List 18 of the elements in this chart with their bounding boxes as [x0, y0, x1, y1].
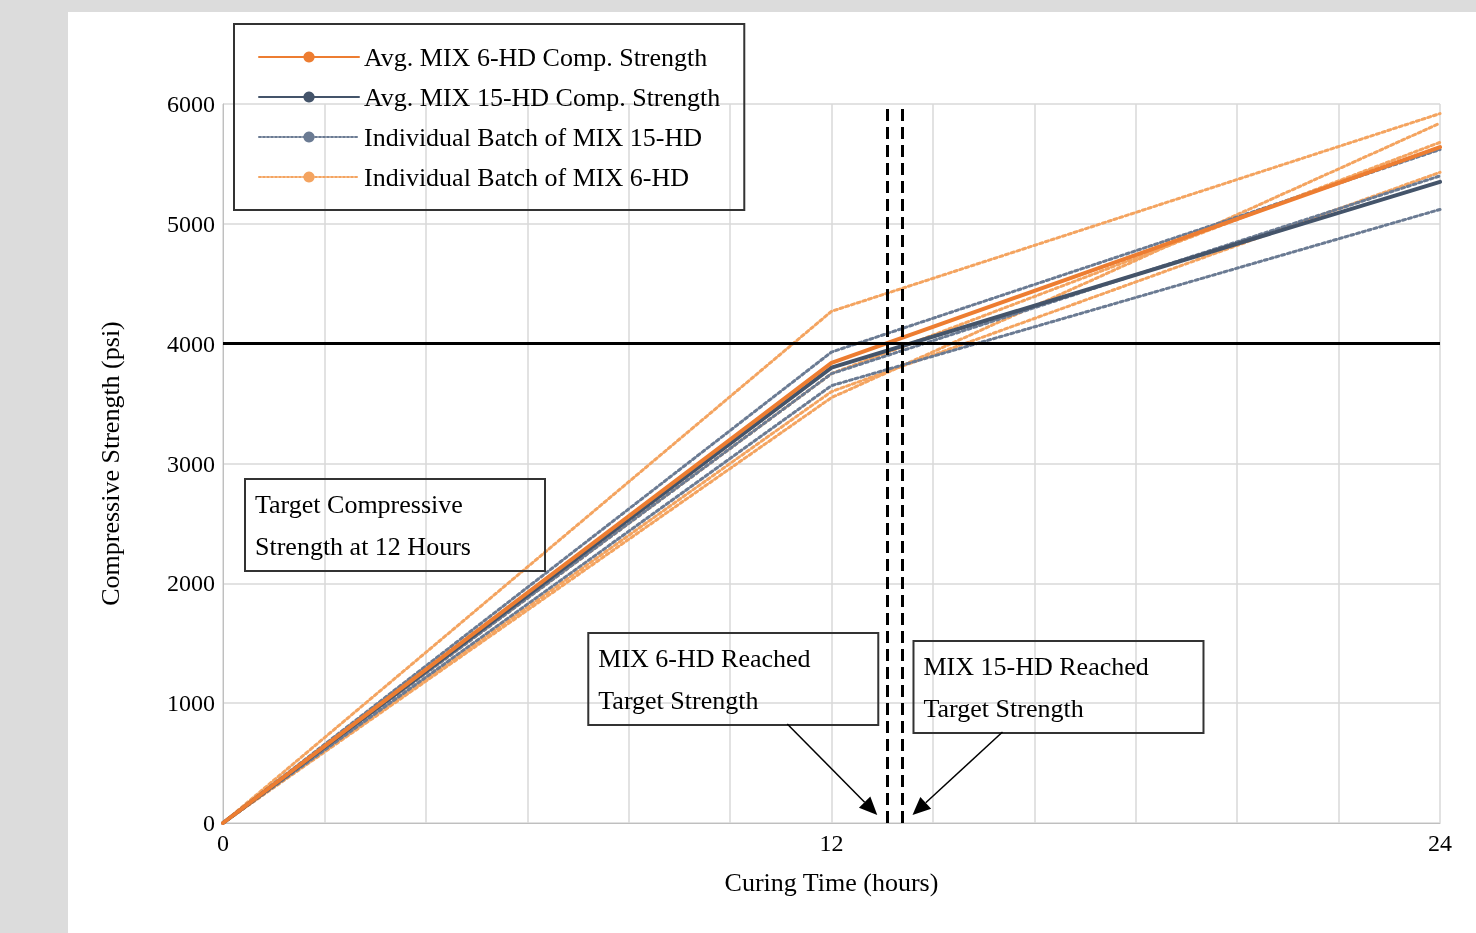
y-tick-label: 5000	[167, 210, 215, 237]
legend-label: Individual Batch of MIX 15-HD	[364, 122, 702, 152]
annotation: Target Compressive Strength at 12 Hours	[255, 489, 471, 561]
x-axis-title: Curing Time (hours)	[724, 867, 939, 897]
y-axis-title: Compressive Strength (psi)	[95, 321, 125, 606]
x-tick-label: 24	[1428, 830, 1452, 856]
y-tick-label: 6000	[167, 91, 215, 117]
y-tick-label: 2000	[167, 570, 215, 597]
legend-label: Avg. MIX 6-HD Comp. Strength	[364, 42, 708, 72]
y-tick-label: 3000	[167, 450, 215, 477]
ref-line-label: MIX 15-HD Reached Target Strength	[923, 651, 1156, 723]
y-tick-label: 1000	[167, 690, 215, 717]
ref-line-label: MIX 6-HD Reached Target Strength	[598, 643, 818, 715]
x-tick-label: 12	[819, 830, 844, 856]
y-tick-label: 0	[203, 810, 215, 836]
legend-label: Avg. MIX 15-HD Comp. Strength	[364, 82, 721, 112]
legend-label: Individual Batch of MIX 6-HD	[364, 162, 689, 192]
y-tick-label: 4000	[167, 330, 215, 357]
